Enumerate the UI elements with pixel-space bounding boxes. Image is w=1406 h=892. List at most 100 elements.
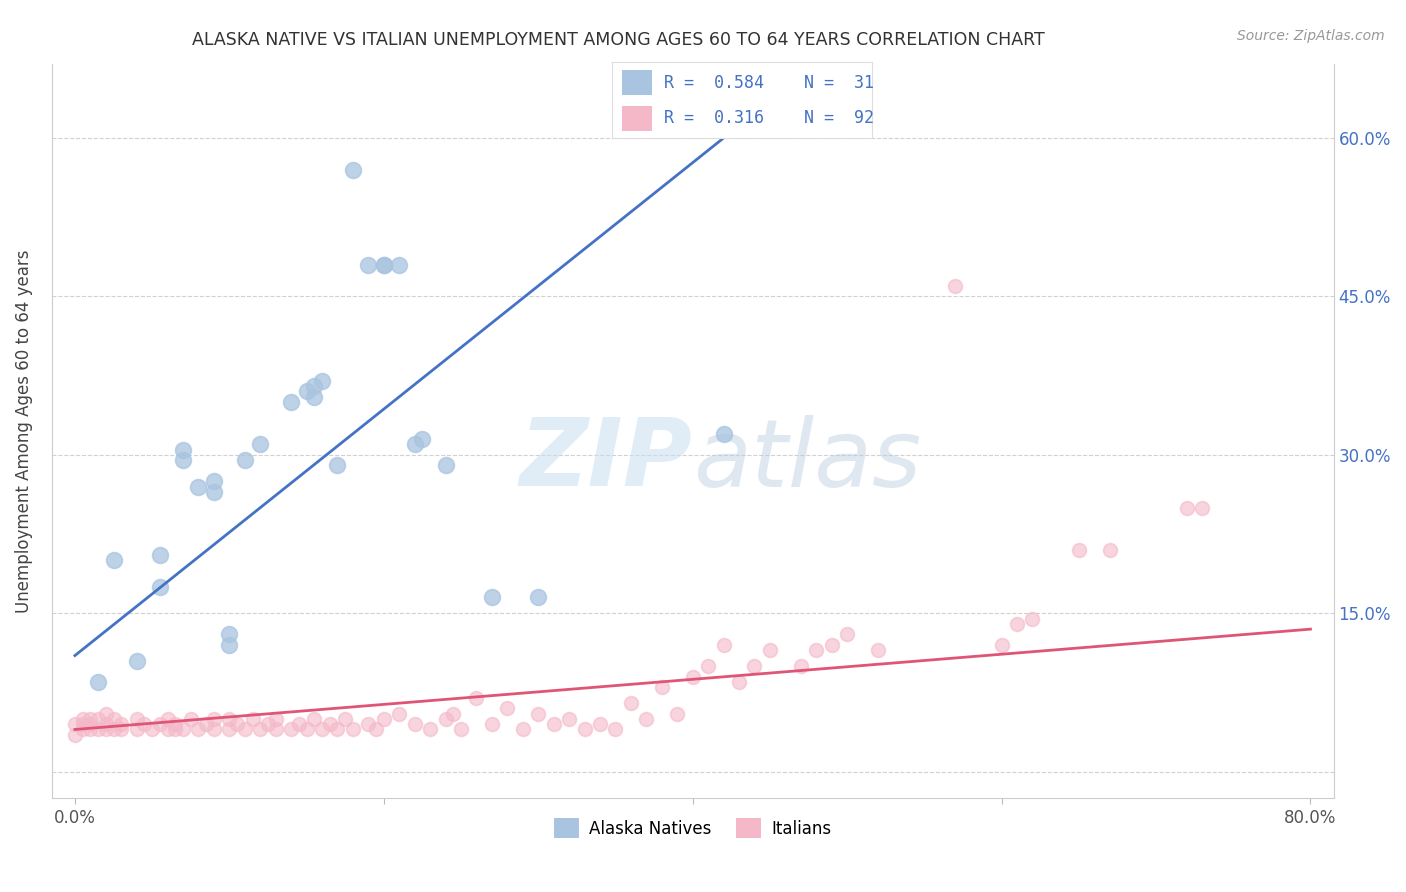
Point xyxy=(666,706,689,721)
Point xyxy=(249,437,271,451)
Point xyxy=(441,706,464,721)
Point xyxy=(821,638,844,652)
Point xyxy=(218,627,240,641)
Point xyxy=(249,723,271,737)
Point xyxy=(411,432,433,446)
Point xyxy=(728,675,751,690)
Point xyxy=(1005,616,1028,631)
Text: atlas: atlas xyxy=(693,415,921,506)
Point xyxy=(574,723,596,737)
Point xyxy=(125,712,148,726)
Point xyxy=(790,659,813,673)
Point xyxy=(404,437,426,451)
Point xyxy=(304,712,326,726)
Point xyxy=(172,723,194,737)
Point xyxy=(465,690,488,705)
Point xyxy=(202,712,225,726)
Point xyxy=(134,717,156,731)
Point xyxy=(264,712,287,726)
FancyBboxPatch shape xyxy=(621,105,652,130)
Point xyxy=(866,643,889,657)
Point xyxy=(79,717,101,731)
Point xyxy=(79,712,101,726)
Point xyxy=(233,453,256,467)
Point xyxy=(72,723,94,737)
Point xyxy=(1021,611,1043,625)
Point xyxy=(605,723,627,737)
Point xyxy=(481,717,503,731)
Text: R =  0.584    N =  31: R = 0.584 N = 31 xyxy=(664,74,873,92)
Point xyxy=(149,717,172,731)
Point xyxy=(295,384,318,399)
Point xyxy=(87,723,110,737)
Point xyxy=(304,379,326,393)
Point xyxy=(156,712,179,726)
Point xyxy=(434,458,457,473)
Point xyxy=(342,162,364,177)
Point xyxy=(357,717,380,731)
Point xyxy=(620,696,643,710)
Point xyxy=(512,723,534,737)
Y-axis label: Unemployment Among Ages 60 to 64 years: Unemployment Among Ages 60 to 64 years xyxy=(15,250,32,613)
Point xyxy=(682,670,704,684)
Point xyxy=(172,453,194,467)
Point xyxy=(257,717,280,731)
FancyBboxPatch shape xyxy=(621,70,652,95)
Point xyxy=(364,723,387,737)
Point xyxy=(527,706,550,721)
Point xyxy=(1067,543,1090,558)
Point xyxy=(388,258,411,272)
Point xyxy=(589,717,612,731)
Point xyxy=(72,712,94,726)
Point xyxy=(304,390,326,404)
Point xyxy=(242,712,264,726)
Point xyxy=(1175,500,1198,515)
Point xyxy=(288,717,311,731)
Point xyxy=(202,484,225,499)
Point xyxy=(450,723,472,737)
Point xyxy=(226,717,249,731)
Point xyxy=(373,258,395,272)
Point xyxy=(141,723,163,737)
Point xyxy=(373,712,395,726)
Point xyxy=(233,723,256,737)
Point xyxy=(311,374,333,388)
Point xyxy=(180,712,202,726)
Point xyxy=(943,278,966,293)
Point xyxy=(94,706,117,721)
Point xyxy=(156,723,179,737)
Point xyxy=(713,426,735,441)
Point xyxy=(79,723,101,737)
Point xyxy=(311,723,333,737)
Point xyxy=(744,659,766,673)
Point xyxy=(806,643,828,657)
Point xyxy=(165,717,187,731)
Point xyxy=(419,723,441,737)
Point xyxy=(218,638,240,652)
Point xyxy=(63,717,86,731)
Point xyxy=(527,591,550,605)
Point xyxy=(335,712,357,726)
Point xyxy=(651,680,673,694)
Point xyxy=(388,706,411,721)
Point xyxy=(187,723,209,737)
Text: Source: ZipAtlas.com: Source: ZipAtlas.com xyxy=(1237,29,1385,43)
Point xyxy=(326,723,349,737)
Point xyxy=(94,723,117,737)
Legend: Alaska Natives, Italians: Alaska Natives, Italians xyxy=(547,811,838,845)
Point xyxy=(481,591,503,605)
Point xyxy=(187,479,209,493)
Point xyxy=(110,723,132,737)
Point xyxy=(87,675,110,690)
Point xyxy=(63,728,86,742)
Text: R =  0.316    N =  92: R = 0.316 N = 92 xyxy=(664,109,873,127)
Point xyxy=(558,712,581,726)
Point xyxy=(87,712,110,726)
Point xyxy=(202,475,225,489)
Point xyxy=(218,723,240,737)
Point xyxy=(149,548,172,562)
Point xyxy=(94,717,117,731)
Point xyxy=(280,723,302,737)
Point xyxy=(172,442,194,457)
Point xyxy=(195,717,218,731)
